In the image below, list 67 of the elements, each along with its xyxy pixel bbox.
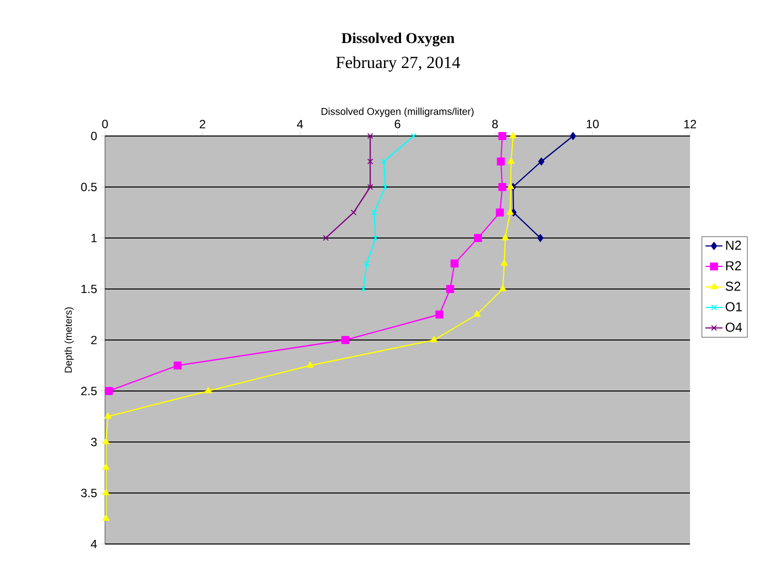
chart-title: Dissolved Oxygen bbox=[342, 32, 454, 46]
point bbox=[570, 132, 576, 140]
point bbox=[371, 210, 378, 216]
y-axis-title: Depth (meters) bbox=[64, 307, 74, 372]
point bbox=[360, 286, 366, 292]
point bbox=[500, 260, 508, 266]
y-tick-label: 0 bbox=[91, 132, 97, 140]
point bbox=[104, 412, 112, 419]
point bbox=[435, 310, 444, 318]
x-tick-label: 12 bbox=[684, 120, 696, 128]
y-tick-label: 1 bbox=[91, 234, 97, 242]
x-tick-label: 0 bbox=[102, 120, 108, 128]
y-tick-label: 3 bbox=[91, 438, 97, 446]
point bbox=[473, 310, 480, 317]
point bbox=[498, 132, 506, 140]
x-tick-label: 6 bbox=[394, 120, 400, 128]
point bbox=[380, 158, 387, 164]
point bbox=[372, 235, 379, 241]
point bbox=[322, 235, 329, 241]
x-tick-label: 10 bbox=[586, 120, 599, 128]
x-tick-label: 4 bbox=[296, 120, 303, 128]
point bbox=[510, 132, 517, 138]
point bbox=[382, 184, 388, 190]
point bbox=[507, 183, 514, 190]
point bbox=[102, 438, 110, 444]
y-tick-label: 2 bbox=[91, 336, 97, 344]
point bbox=[496, 158, 505, 166]
point bbox=[538, 158, 544, 166]
point bbox=[446, 285, 454, 293]
point bbox=[104, 387, 113, 395]
x-tick-label: 8 bbox=[492, 120, 498, 128]
point bbox=[306, 362, 314, 368]
y-tick-label: 4 bbox=[90, 540, 97, 548]
point bbox=[367, 184, 374, 190]
point bbox=[450, 260, 459, 268]
point bbox=[537, 234, 544, 242]
point bbox=[430, 336, 438, 342]
point bbox=[410, 133, 417, 139]
point bbox=[174, 362, 182, 370]
y-tick-label: 3.5 bbox=[81, 488, 97, 498]
point bbox=[502, 234, 509, 240]
point bbox=[506, 208, 514, 215]
point bbox=[499, 285, 506, 292]
point bbox=[474, 234, 482, 242]
legend-label: O1 bbox=[726, 302, 742, 312]
point bbox=[102, 514, 110, 521]
y-tick-label: 2.5 bbox=[81, 386, 97, 396]
legend-label: R2 bbox=[726, 261, 741, 270]
point bbox=[204, 387, 212, 394]
point bbox=[102, 464, 110, 470]
point bbox=[350, 210, 357, 216]
y-tick-label: 0.5 bbox=[81, 182, 97, 192]
chart-subtitle: February 27, 2014 bbox=[336, 56, 460, 72]
legend-label: O4 bbox=[726, 322, 742, 332]
point bbox=[364, 260, 370, 266]
legend-label: N2 bbox=[726, 240, 741, 250]
point bbox=[496, 208, 504, 216]
point bbox=[367, 158, 374, 164]
x-tick-label: 2 bbox=[200, 120, 206, 128]
y-tick-label: 1.5 bbox=[82, 284, 97, 294]
point bbox=[102, 489, 110, 496]
point bbox=[508, 158, 515, 164]
point bbox=[341, 336, 350, 344]
point bbox=[367, 133, 374, 139]
legend-label: S2 bbox=[726, 282, 740, 291]
x-axis-title: Dissolved Oxygen (milligrams/liter) bbox=[322, 108, 474, 117]
point bbox=[498, 183, 506, 191]
